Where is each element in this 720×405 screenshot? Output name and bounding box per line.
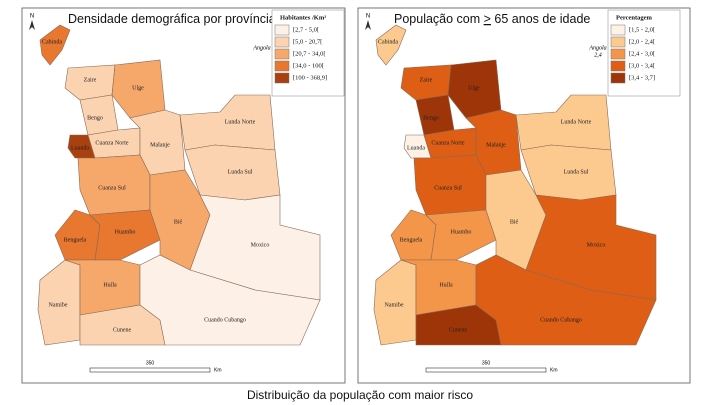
province	[189, 194, 321, 301]
legend-swatch	[274, 24, 290, 36]
legend-swatch	[610, 24, 626, 36]
province-label: Bengo	[87, 115, 103, 121]
province-label: Luanda	[71, 145, 89, 151]
province-label: Cunene	[113, 327, 132, 333]
province-label: Huambo	[115, 229, 136, 235]
title-part: População com	[394, 12, 484, 26]
north-label: N	[30, 14, 34, 20]
province-label: Cuanza Norte	[95, 140, 128, 146]
scale-bar	[425, 367, 547, 373]
province-label: Uíge	[132, 85, 144, 91]
legend-title: Habitantes /Km²	[280, 14, 326, 21]
angola-label: Angola	[252, 45, 270, 51]
legend-label: [1,5 - 2,0[	[629, 26, 655, 33]
province-label: Benguela	[400, 237, 423, 243]
province-label: Huíla	[439, 282, 453, 288]
province-label: Moxico	[587, 242, 606, 248]
title-part: >	[484, 12, 491, 26]
scale-bar	[89, 367, 211, 373]
province-label: Luanda	[407, 145, 425, 151]
angola-label: 2,4	[594, 51, 602, 58]
map-panel: Cabinda Zaire Uíge Bengo Luanda Cuanza Norte M…	[365, 9, 681, 373]
legend-label: [2,4 - 3,0[	[629, 50, 655, 57]
province-label: Cabinda	[42, 39, 62, 45]
legend-label: [20,7 - 34,0[	[293, 50, 326, 57]
province-label: Lunda Sul	[564, 169, 589, 175]
province-label: Bengo	[423, 115, 439, 121]
province-label: Cuanza Sul	[98, 185, 126, 191]
province-label: Bié	[174, 219, 183, 225]
title-part: 65 anos de idade	[491, 12, 590, 26]
legend-label: [3,4 - 3,7]	[629, 74, 655, 81]
province-label: Benguela	[64, 237, 87, 243]
panel-title: Densidade demográfica por província	[68, 12, 276, 26]
scale-value: 350	[482, 360, 491, 366]
scale-value: 350	[146, 360, 155, 366]
north-arrow	[365, 20, 371, 30]
panel-title: População com > 65 anos de idade	[394, 12, 590, 26]
legend-label: [100 - 368,9]	[293, 74, 327, 81]
province-label: Zaire	[420, 77, 433, 83]
province-label: Cuanza Sul	[434, 185, 462, 191]
caption: Distribuição da população com maior risc…	[247, 388, 473, 402]
legend-swatch	[610, 36, 626, 48]
title-part: Densidade demográfica por província	[68, 12, 276, 26]
province-label: Cuando Cubango	[540, 317, 582, 323]
legend-label: [34,0 - 100[	[293, 62, 324, 69]
province-label: Zaire	[84, 77, 97, 83]
province-label: Lunda Norte	[225, 119, 256, 125]
legend-title: Percentagem	[616, 14, 653, 21]
legend-swatch	[274, 48, 290, 60]
scale-unit: Km	[550, 367, 558, 373]
legend-label: [5,0 - 20,7[	[293, 38, 322, 45]
province	[525, 194, 657, 301]
north-arrow	[29, 20, 35, 30]
province-label: Bié	[510, 219, 519, 225]
legend-label: [3,0 - 3,4[	[629, 62, 655, 69]
province-label: Cunene	[449, 327, 468, 333]
province	[39, 24, 71, 66]
map-panel: Cabinda Zaire Uíge Bengo Luanda Cuanza Norte M…	[29, 9, 345, 373]
legend-swatch	[610, 72, 626, 84]
province-label: Namibe	[385, 302, 404, 308]
province-label: Huambo	[451, 229, 472, 235]
legend-swatch	[274, 60, 290, 72]
legend-swatch	[610, 48, 626, 60]
province-label: Malanje	[150, 142, 170, 148]
legend-label: [2,7 - 5,0[	[293, 26, 319, 33]
province	[139, 254, 321, 346]
province-label: Moxico	[251, 242, 270, 248]
province	[375, 24, 407, 66]
legend-swatch	[274, 72, 290, 84]
angola-label: Angola	[588, 45, 606, 51]
scale-unit: Km	[214, 367, 222, 373]
legend-swatch	[610, 60, 626, 72]
province	[475, 254, 657, 346]
province-label: Namibe	[49, 302, 68, 308]
province-label: Lunda Norte	[561, 119, 592, 125]
province-label: Malanje	[486, 142, 506, 148]
legend-label: [2,0 - 2,4[	[629, 38, 655, 45]
north-label: N	[366, 14, 370, 20]
province-label: Cabinda	[378, 39, 398, 45]
province-label: Uíge	[468, 85, 480, 91]
province-label: Cuanza Norte	[431, 140, 464, 146]
province-label: Huíla	[103, 282, 117, 288]
province-label: Cuando Cubango	[204, 317, 246, 323]
legend-swatch	[274, 36, 290, 48]
province-label: Lunda Sul	[228, 169, 253, 175]
